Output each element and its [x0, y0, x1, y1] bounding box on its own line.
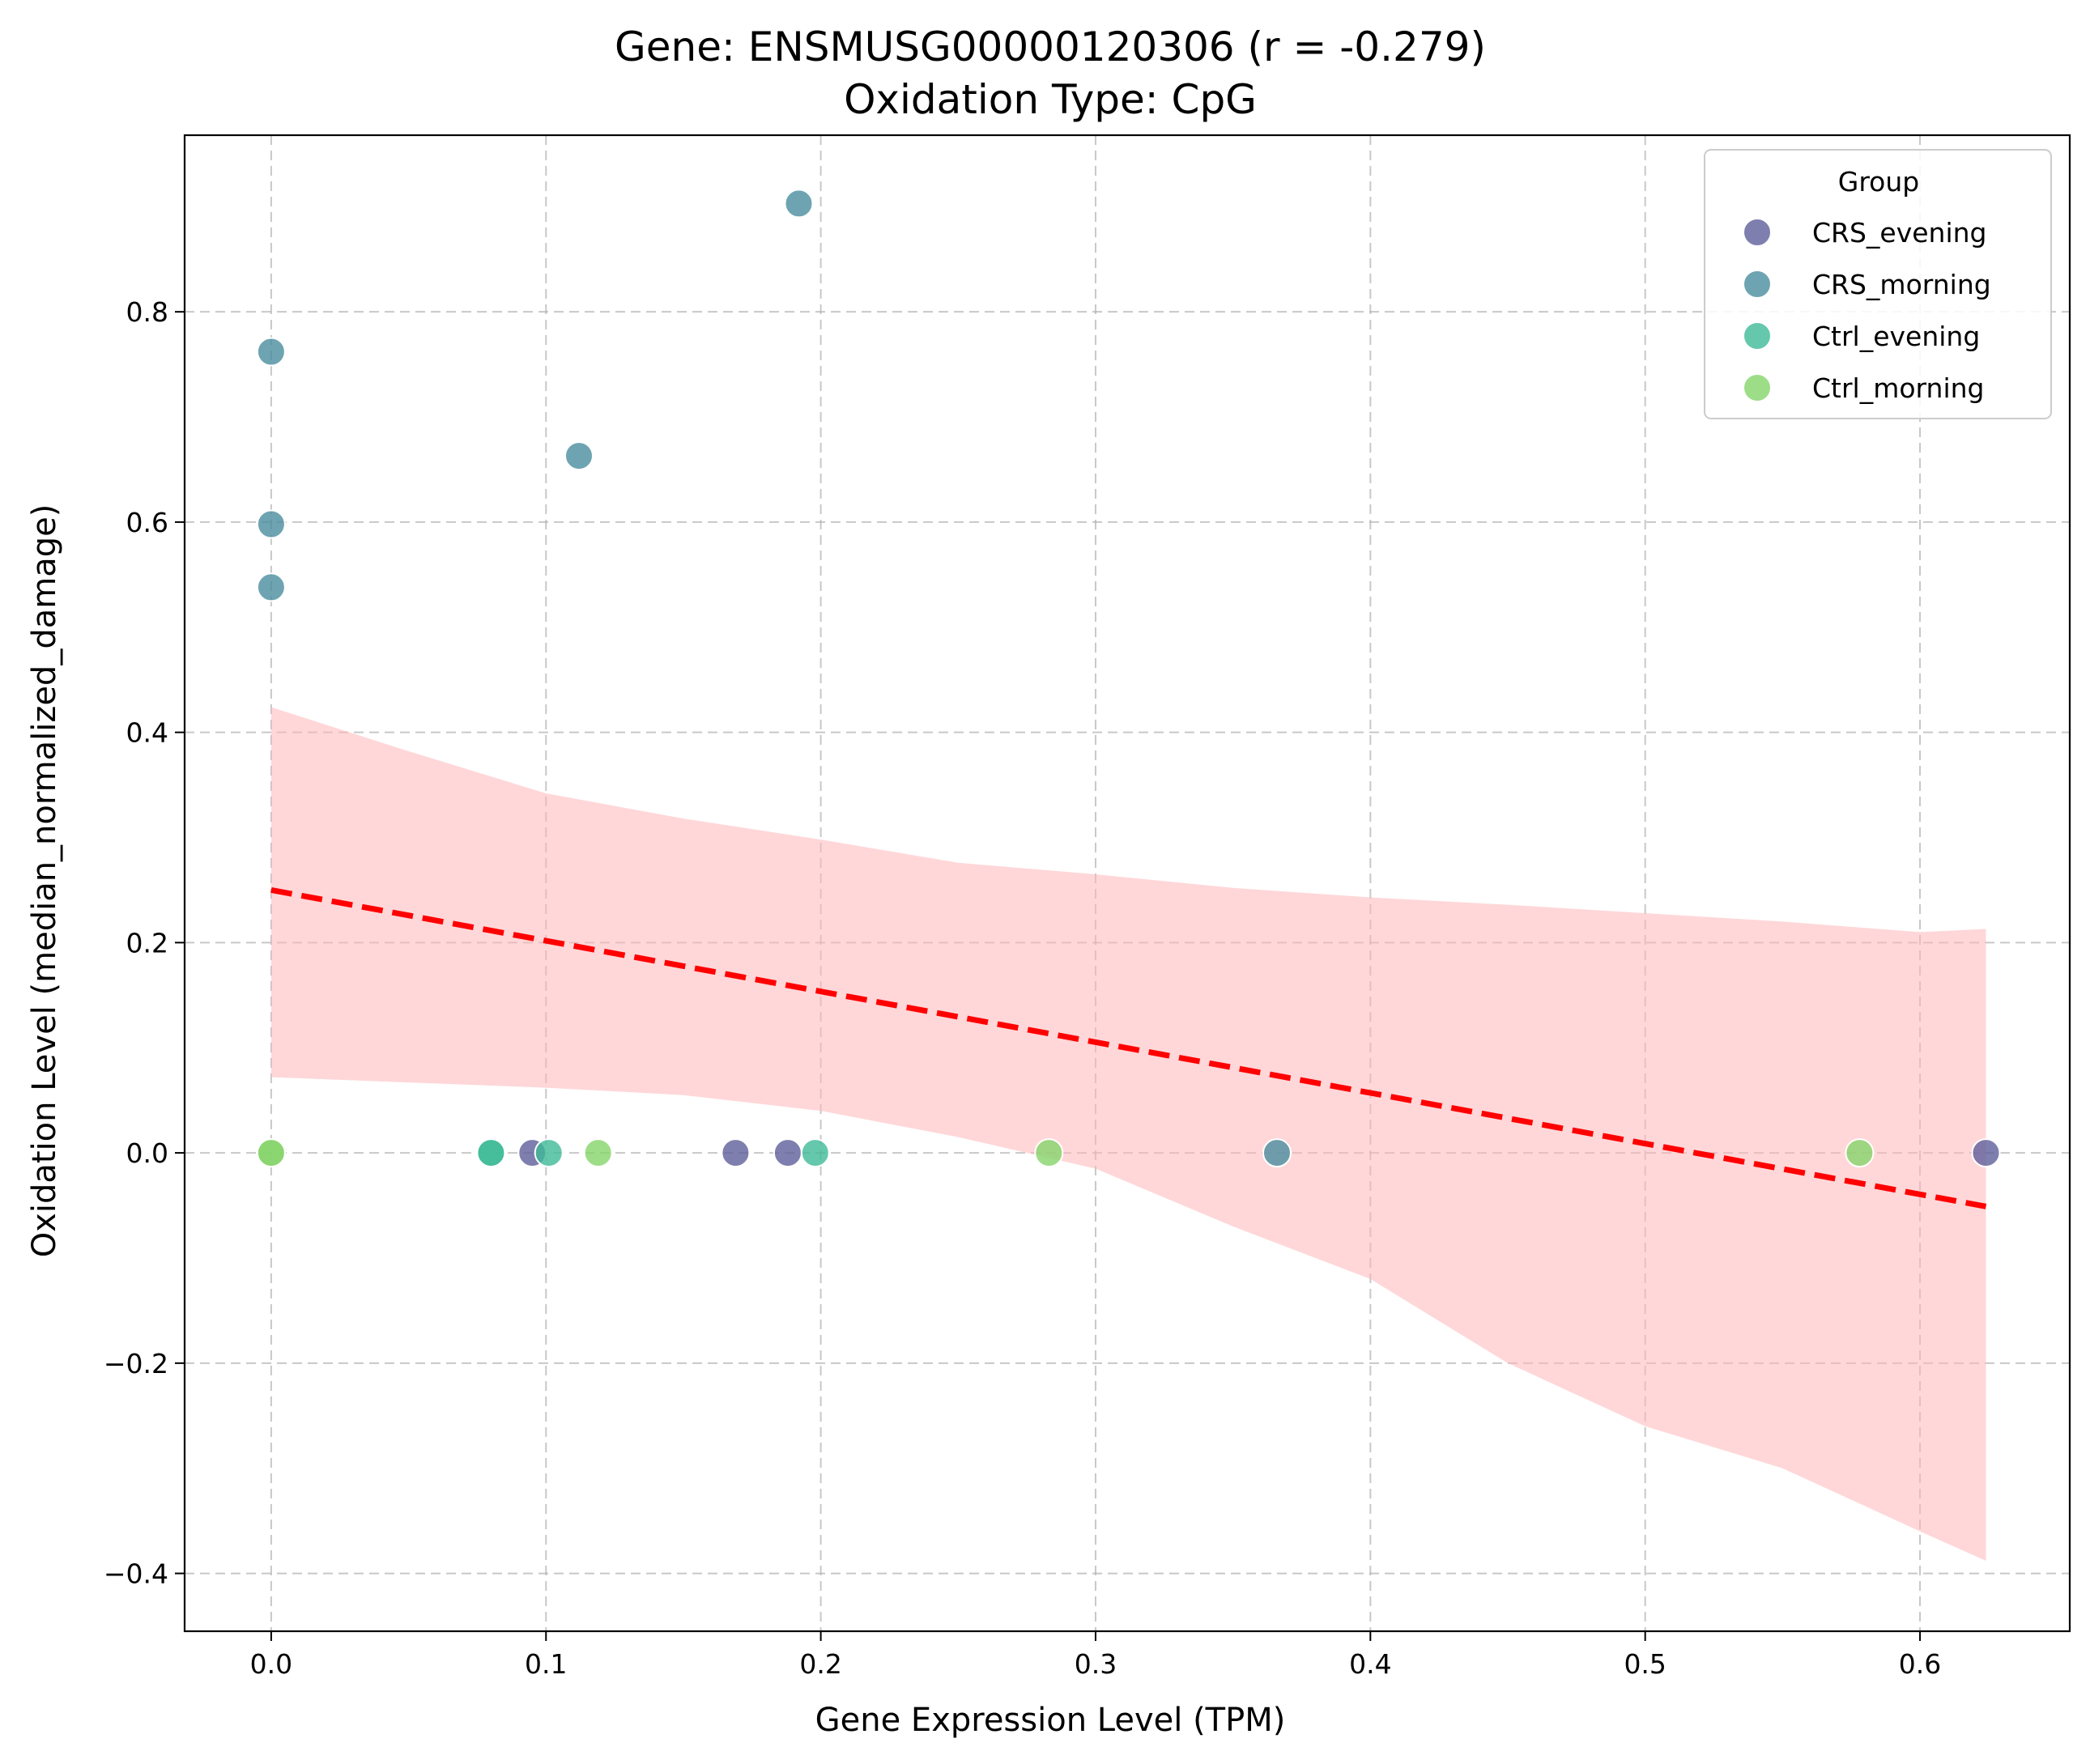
data-point-CRS_morning [256, 337, 286, 367]
data-point-CRS_morning [564, 441, 594, 471]
legend-marker [1743, 321, 1772, 351]
data-point-CRS_morning [256, 509, 286, 539]
y-tick-label: −0.4 [104, 1558, 168, 1590]
confidence-band [270, 707, 1986, 1561]
data-point-Ctrl_morning [256, 1138, 286, 1168]
data-point-CRS_morning [256, 572, 286, 602]
data-point-Ctrl_evening [534, 1138, 564, 1168]
x-tick-label: 0.5 [1624, 1648, 1666, 1680]
x-tick-label: 0.2 [799, 1648, 841, 1680]
y-axis-label: Oxidation Level (median_normalized_damag… [26, 504, 63, 1258]
regression-line [270, 886, 1987, 1209]
plot-frame [183, 134, 2071, 1633]
regression-line-group [270, 886, 1987, 1209]
legend-items: CRS_evening CRS_morning Ctrl_evening Ctrl_m… [1743, 217, 1991, 404]
y-tick-label: 0.4 [126, 717, 168, 749]
chart-title: Gene: ENSMUSG00000120306 (r = -0.279) [615, 23, 1486, 70]
data-point-Ctrl_morning [1845, 1138, 1875, 1168]
legend-title: Group [1838, 166, 1919, 198]
x-tick-label: 0.6 [1899, 1648, 1941, 1680]
data-point-Ctrl_evening [800, 1138, 830, 1168]
data-point-CRS_evening [1971, 1138, 2001, 1168]
data-point-CRS_evening [721, 1138, 751, 1168]
x-axis-ticks: 0.0 0.1 0.2 0.3 0.4 0.5 0.6 [250, 1631, 1941, 1680]
data-point-CRS_morning [784, 189, 814, 219]
legend-label: Ctrl_evening [1812, 321, 1980, 352]
legend-marker [1743, 218, 1772, 247]
legend-marker [1743, 270, 1772, 299]
data-point-CRS_morning [1262, 1138, 1292, 1168]
confidence-band-area [270, 707, 1986, 1561]
chart-subtitle: Oxidation Type: CpG [844, 76, 1257, 123]
y-tick-label: 0.6 [126, 507, 168, 538]
data-point-Ctrl_morning [583, 1138, 613, 1168]
legend-label: CRS_evening [1812, 217, 1987, 249]
y-axis-ticks: −0.4 −0.2 0.0 0.2 0.4 0.6 0.8 [104, 296, 185, 1590]
y-tick-label: −0.2 [104, 1348, 168, 1379]
y-tick-label: 0.0 [126, 1137, 168, 1169]
legend-marker [1743, 373, 1772, 402]
y-tick-label: 0.8 [126, 296, 168, 328]
legend-box [1704, 149, 2052, 419]
data-point-Ctrl_evening [476, 1138, 506, 1168]
legend: Group CRS_evening CRS_morning Ctrl_evening… [1704, 149, 2052, 419]
legend-label: CRS_morning [1812, 269, 1991, 300]
data-points [256, 189, 2001, 1168]
x-tick-label: 0.0 [250, 1648, 292, 1680]
y-tick-label: 0.2 [126, 927, 168, 959]
x-tick-label: 0.1 [525, 1648, 567, 1680]
x-tick-label: 0.3 [1075, 1648, 1117, 1680]
data-point-Ctrl_morning [1034, 1138, 1064, 1168]
data-point-CRS_evening [773, 1138, 802, 1168]
legend-label: Ctrl_morning [1812, 372, 1985, 404]
x-axis-label: Gene Expression Level (TPM) [815, 1702, 1286, 1739]
x-tick-label: 0.4 [1349, 1648, 1391, 1680]
